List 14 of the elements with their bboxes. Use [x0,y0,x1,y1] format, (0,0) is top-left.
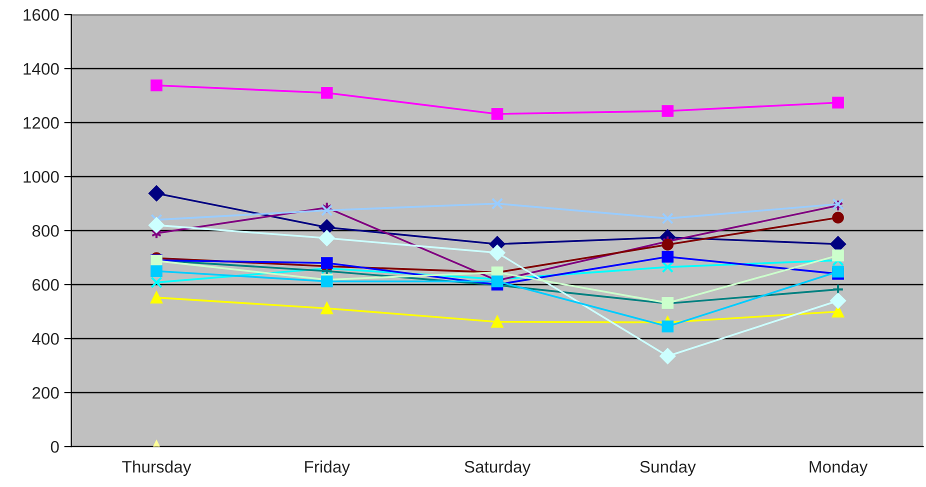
y-tick-label: 1600 [24,9,59,21]
x-tick-label: Friday [305,460,350,476]
y-tick-label: 200 [32,386,59,399]
y-tick-label: 1200 [24,117,59,129]
y-tick-label: 0 [50,440,59,453]
y-tick-label: 1400 [24,63,59,75]
y-tick-label: 800 [32,224,59,237]
x-tick-label: Saturday [464,460,531,476]
x-tick-label: Monday [810,460,868,476]
x-tick-label: Sunday [640,460,696,476]
y-tick-label: 400 [32,332,59,345]
y-tick-label: 600 [32,278,59,291]
y-tick-label: 1000 [24,171,59,183]
x-tick-label: Thursday [122,460,192,476]
